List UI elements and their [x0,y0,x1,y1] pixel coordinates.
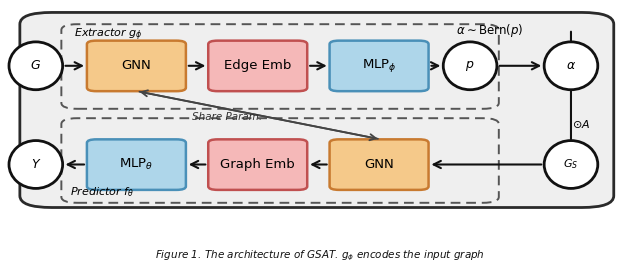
Text: $\mathrm{MLP}_{\theta}$: $\mathrm{MLP}_{\theta}$ [119,157,154,172]
FancyBboxPatch shape [20,12,614,208]
FancyBboxPatch shape [208,139,307,190]
Text: $\alpha \sim \mathrm{Bern}(p)$: $\alpha \sim \mathrm{Bern}(p)$ [456,22,523,39]
Ellipse shape [9,140,63,188]
Ellipse shape [544,42,598,90]
Text: Edge Emb: Edge Emb [224,59,291,72]
Text: GNN: GNN [122,59,151,72]
FancyBboxPatch shape [87,139,186,190]
Text: GNN: GNN [364,158,394,171]
Text: Figure 1. The architecture of GSAT. $g_{\phi}$ encodes the input graph: Figure 1. The architecture of GSAT. $g_{… [155,248,485,263]
Text: Share Param.: Share Param. [193,112,262,122]
Text: $G$: $G$ [30,59,42,72]
FancyBboxPatch shape [208,41,307,91]
Text: $p$: $p$ [465,59,475,73]
Text: $\alpha$: $\alpha$ [566,59,576,72]
Text: Predictor $f_{\theta}$: Predictor $f_{\theta}$ [70,185,134,199]
FancyBboxPatch shape [87,41,186,91]
Text: Extractor $g_{\phi}$: Extractor $g_{\phi}$ [74,27,143,43]
Ellipse shape [444,42,497,90]
Text: $G_S$: $G_S$ [563,158,579,171]
Ellipse shape [9,42,63,90]
Text: $Y$: $Y$ [31,158,41,171]
FancyBboxPatch shape [330,139,429,190]
Ellipse shape [544,140,598,188]
Text: $\mathrm{MLP}_{\phi}$: $\mathrm{MLP}_{\phi}$ [362,57,396,74]
Text: Graph Emb: Graph Emb [220,158,295,171]
FancyBboxPatch shape [330,41,429,91]
Text: $\odot A$: $\odot A$ [572,118,591,130]
